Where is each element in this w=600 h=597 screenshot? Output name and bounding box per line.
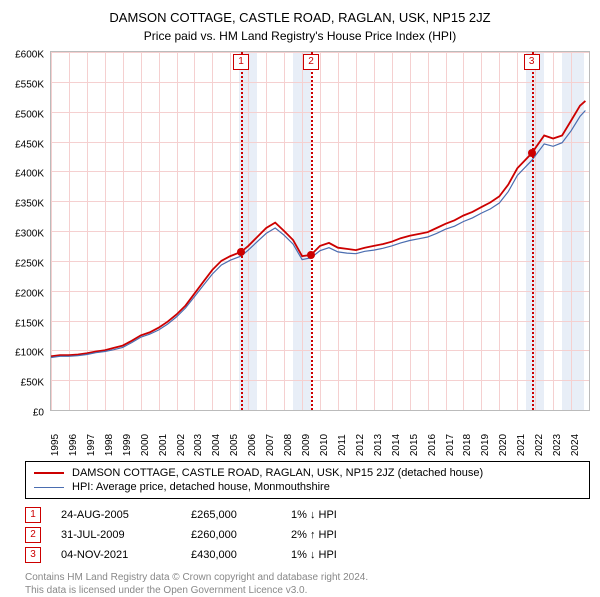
x-tick-label: 1996 (68, 434, 79, 456)
marker-line (241, 52, 243, 410)
x-tick-label: 2006 (247, 434, 258, 456)
series-line-property (51, 101, 585, 356)
x-tick-label: 1998 (104, 434, 115, 456)
marker-dot (528, 149, 536, 157)
x-tick-label: 2019 (480, 434, 491, 456)
y-tick-label: £350K (15, 199, 44, 210)
sales-price: £430,000 (191, 549, 271, 561)
legend-swatch (34, 487, 64, 488)
y-tick-label: £400K (15, 169, 44, 180)
marker-box: 2 (303, 54, 319, 70)
x-tick-label: 1999 (122, 434, 133, 456)
line-svg (51, 52, 589, 410)
legend-swatch (34, 472, 64, 474)
chart-subtitle: Price paid vs. HM Land Registry's House … (0, 25, 600, 51)
x-tick-label: 2024 (570, 434, 581, 456)
y-tick-label: £200K (15, 288, 44, 299)
x-tick-label: 2003 (193, 434, 204, 456)
x-tick-label: 2013 (373, 434, 384, 456)
x-tick-label: 2021 (516, 434, 527, 456)
x-tick-label: 1995 (50, 434, 61, 456)
marker-box: 3 (524, 54, 540, 70)
x-tick-label: 2008 (283, 434, 294, 456)
series-line-hpi (51, 111, 585, 358)
marker-dot (237, 248, 245, 256)
y-tick-label: £150K (15, 318, 44, 329)
sales-note: 2% ↑ HPI (291, 529, 337, 541)
x-tick-label: 2002 (176, 434, 187, 456)
legend-row: HPI: Average price, detached house, Monm… (34, 480, 581, 494)
y-tick-label: £250K (15, 258, 44, 269)
x-tick-label: 2010 (319, 434, 330, 456)
sales-note: 1% ↓ HPI (291, 509, 337, 521)
chart-title: DAMSON COTTAGE, CASTLE ROAD, RAGLAN, USK… (0, 0, 600, 25)
y-tick-label: £600K (15, 50, 44, 61)
sales-date: 04-NOV-2021 (61, 549, 171, 561)
sales-table: 1 24-AUG-2005 £265,000 1% ↓ HPI 2 31-JUL-2009… (25, 505, 590, 565)
x-tick-label: 2009 (301, 434, 312, 456)
y-tick-label: £300K (15, 229, 44, 240)
marker-line (311, 52, 313, 410)
x-tick-label: 2020 (498, 434, 509, 456)
sales-marker-box: 2 (25, 527, 41, 543)
sales-marker-box: 1 (25, 507, 41, 523)
legend-label: HPI: Average price, detached house, Monm… (72, 481, 330, 493)
y-tick-label: £500K (15, 109, 44, 120)
footer-text: Contains HM Land Registry data © Crown c… (25, 571, 590, 597)
legend-row: DAMSON COTTAGE, CASTLE ROAD, RAGLAN, USK… (34, 466, 581, 480)
x-axis: 1995 1996 1997 1998 1999 2000 2001 2002 2003 2004… (50, 415, 590, 455)
plot-area: 1 2 3 (50, 51, 590, 411)
x-tick-label: 2005 (229, 434, 240, 456)
footer-line1: Contains HM Land Registry data © Crown c… (25, 571, 590, 584)
x-tick-label: 2022 (534, 434, 545, 456)
x-tick-label: 2012 (355, 434, 366, 456)
x-tick-label: 2023 (552, 434, 563, 456)
x-tick-label: 2011 (337, 434, 348, 456)
x-tick-label: 2017 (445, 434, 456, 456)
legend-label: DAMSON COTTAGE, CASTLE ROAD, RAGLAN, USK… (72, 467, 483, 479)
y-tick-label: £550K (15, 79, 44, 90)
x-tick-label: 2007 (265, 434, 276, 456)
x-tick-label: 2018 (462, 434, 473, 456)
legend: DAMSON COTTAGE, CASTLE ROAD, RAGLAN, USK… (25, 461, 590, 499)
x-tick-label: 2001 (158, 434, 169, 456)
sales-date: 31-JUL-2009 (61, 529, 171, 541)
y-tick-label: £0 (33, 408, 44, 419)
marker-box: 1 (233, 54, 249, 70)
marker-dot (307, 251, 315, 259)
y-axis: £0£50K£100K£150K£200K£250K£300K£350K£400… (0, 55, 48, 415)
x-tick-label: 2015 (409, 434, 420, 456)
marker-line (532, 52, 534, 410)
y-tick-label: £450K (15, 139, 44, 150)
chart-container: DAMSON COTTAGE, CASTLE ROAD, RAGLAN, USK… (0, 0, 600, 590)
sales-price: £260,000 (191, 529, 271, 541)
sales-date: 24-AUG-2005 (61, 509, 171, 521)
sales-row: 1 24-AUG-2005 £265,000 1% ↓ HPI (25, 505, 590, 525)
sales-row: 2 31-JUL-2009 £260,000 2% ↑ HPI (25, 525, 590, 545)
sales-note: 1% ↓ HPI (291, 549, 337, 561)
y-tick-label: £100K (15, 348, 44, 359)
x-tick-label: 2014 (391, 434, 402, 456)
x-tick-label: 2004 (211, 434, 222, 456)
x-tick-label: 1997 (86, 434, 97, 456)
sales-price: £265,000 (191, 509, 271, 521)
footer-line2: This data is licensed under the Open Gov… (25, 584, 590, 597)
sales-row: 3 04-NOV-2021 £430,000 1% ↓ HPI (25, 545, 590, 565)
x-tick-label: 2000 (140, 434, 151, 456)
sales-marker-box: 3 (25, 547, 41, 563)
y-tick-label: £50K (21, 378, 44, 389)
x-tick-label: 2016 (427, 434, 438, 456)
